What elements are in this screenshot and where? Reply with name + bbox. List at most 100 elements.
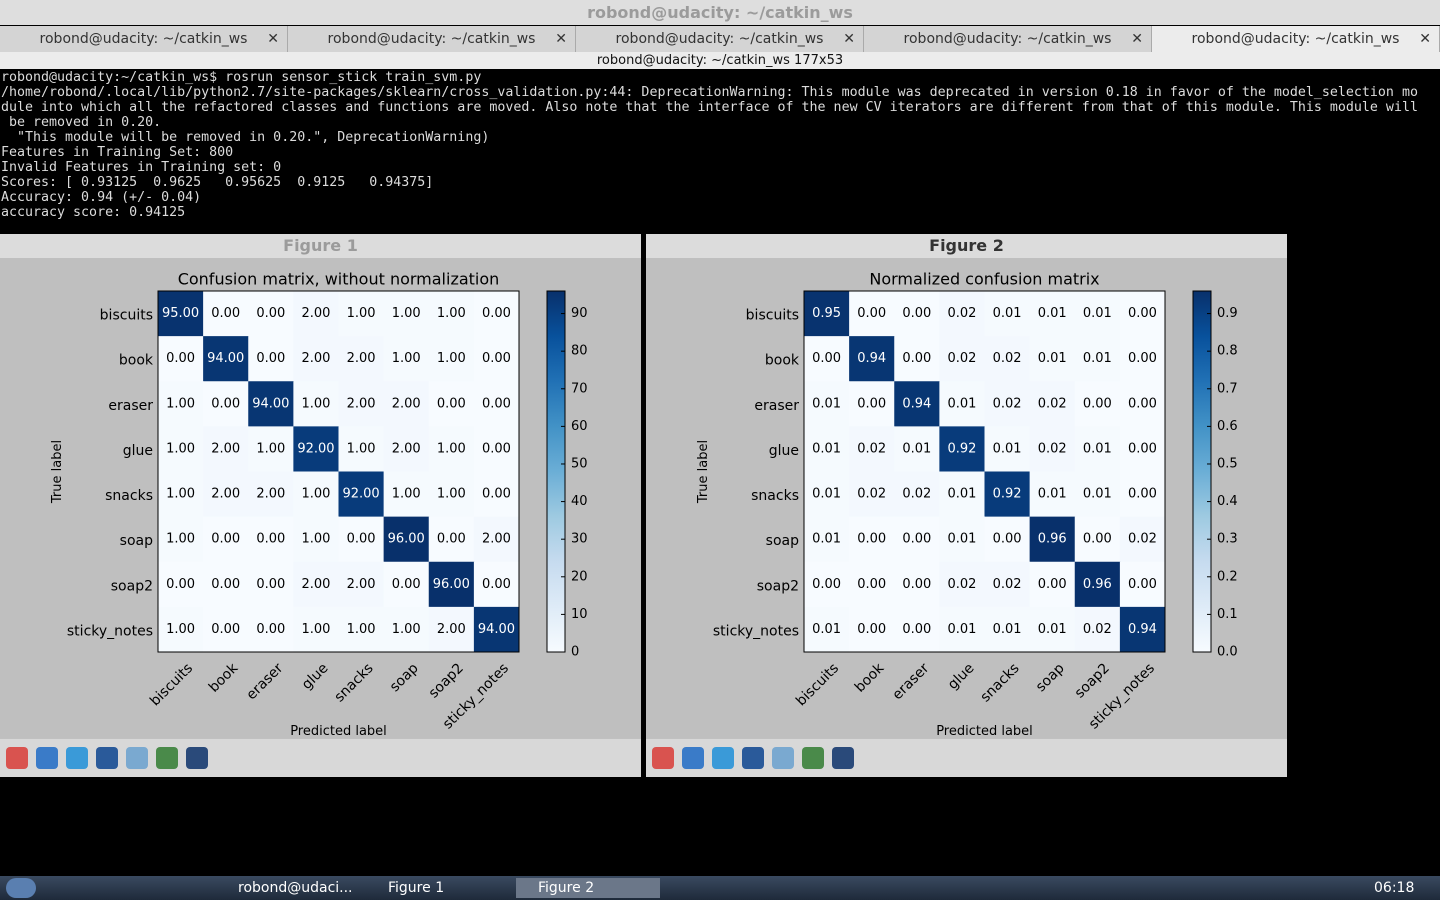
heatmap-cell bbox=[939, 291, 985, 337]
heatmap-cell bbox=[849, 606, 895, 653]
heatmap-cell bbox=[383, 471, 430, 518]
cell-label: 92.00 bbox=[342, 487, 379, 502]
heatmap-cell bbox=[383, 381, 430, 427]
toolbar-button[interactable] bbox=[652, 747, 674, 769]
x-tick-label: book bbox=[206, 660, 242, 696]
cell-label: 0.00 bbox=[166, 577, 195, 592]
cell-label: 0.00 bbox=[857, 306, 886, 321]
heatmap-cell bbox=[1029, 381, 1076, 427]
heatmap-cell bbox=[203, 291, 249, 337]
heatmap-cell bbox=[1074, 561, 1121, 608]
heatmap-cell bbox=[248, 381, 294, 427]
cell-label: 0.00 bbox=[256, 532, 285, 547]
terminal-line: accuracy score: 0.94125 bbox=[1, 205, 186, 220]
heatmap-cell bbox=[473, 336, 520, 382]
tab-close[interactable]: ✕ bbox=[555, 31, 567, 47]
heatmap-cell bbox=[1074, 606, 1121, 653]
plot-frame bbox=[803, 290, 1166, 653]
cell-label: 0.00 bbox=[482, 351, 511, 366]
cell-label: 0.94 bbox=[902, 396, 931, 411]
heatmap-cell bbox=[849, 426, 895, 472]
cell-label: 0.01 bbox=[1038, 351, 1067, 366]
colorbar bbox=[1192, 290, 1212, 653]
cell-label: 0.92 bbox=[993, 487, 1022, 502]
cell-label: 1.00 bbox=[392, 351, 421, 366]
tab-label: robond@udacity: ~/catkin_ws bbox=[903, 31, 1112, 47]
tab-close[interactable]: ✕ bbox=[843, 31, 855, 47]
terminal-line: be removed in 0.20. bbox=[1, 115, 162, 130]
tab-close[interactable]: ✕ bbox=[267, 31, 279, 47]
toolbar-button[interactable] bbox=[682, 747, 704, 769]
toolbar-button[interactable] bbox=[36, 747, 58, 769]
task-item[interactable]: Figure 2 bbox=[516, 878, 660, 898]
task-item[interactable]: Figure 1 bbox=[388, 880, 445, 896]
cell-label: 0.00 bbox=[902, 622, 931, 637]
cell-label: 1.00 bbox=[437, 306, 466, 321]
toolbar-button[interactable] bbox=[156, 747, 178, 769]
colorbar-tick-label: 0.2 bbox=[1217, 569, 1238, 584]
heatmap-cell bbox=[338, 561, 385, 608]
heatmap-cell bbox=[248, 516, 294, 563]
tab-label: robond@udacity: ~/catkin_ws bbox=[39, 31, 248, 47]
tab[interactable]: robond@udacity: ~/catkin_ws ✕ bbox=[0, 26, 288, 52]
colorbar-tick-label: 60 bbox=[571, 419, 588, 434]
cell-label: 2.00 bbox=[437, 622, 466, 637]
heatmap-cell bbox=[428, 426, 475, 472]
toolbar-button[interactable] bbox=[832, 747, 854, 769]
cell-label: 0.01 bbox=[993, 622, 1022, 637]
x-axis-label: Predicted label bbox=[290, 724, 387, 738]
heatmap-cell bbox=[849, 381, 895, 427]
start-button[interactable] bbox=[6, 878, 36, 898]
toolbar-button[interactable] bbox=[6, 747, 28, 769]
toolbar-button[interactable] bbox=[742, 747, 764, 769]
toolbar-button[interactable] bbox=[66, 747, 88, 769]
tab[interactable]: robond@udacity: ~/catkin_ws ✕ bbox=[1152, 26, 1440, 52]
cell-label: 1.00 bbox=[347, 306, 376, 321]
toolbar-button[interactable] bbox=[186, 747, 208, 769]
tab-label: robond@udacity: ~/catkin_ws bbox=[327, 31, 536, 47]
heatmap-cell bbox=[383, 606, 430, 653]
heatmap-cell bbox=[804, 516, 850, 563]
cell-label: 1.00 bbox=[437, 487, 466, 502]
cell-label: 0.00 bbox=[902, 351, 931, 366]
toolbar-button[interactable] bbox=[712, 747, 734, 769]
x-tick-label: book bbox=[852, 660, 888, 696]
plot-frame bbox=[157, 290, 520, 653]
tab[interactable]: robond@udacity: ~/catkin_ws ✕ bbox=[864, 26, 1152, 52]
cell-label: 0.00 bbox=[857, 396, 886, 411]
cell-label: 1.00 bbox=[347, 441, 376, 456]
y-tick-label: glue bbox=[769, 443, 799, 459]
heatmap-cell bbox=[203, 336, 249, 382]
cell-label: 0.01 bbox=[947, 487, 976, 502]
tab[interactable]: robond@udacity: ~/catkin_ws ✕ bbox=[576, 26, 864, 52]
cell-label: 0.00 bbox=[211, 306, 240, 321]
terminal-line: "This module will be removed in 0.20.", … bbox=[1, 130, 490, 145]
toolbar bbox=[646, 738, 1287, 777]
tab-close[interactable]: ✕ bbox=[1131, 31, 1143, 47]
heatmap-cell bbox=[473, 561, 520, 608]
y-tick-label: sticky_notes bbox=[713, 623, 799, 639]
terminal-line: Accuracy: 0.94 (+/- 0.04) bbox=[1, 190, 202, 205]
heatmap-cell bbox=[338, 381, 385, 427]
cell-label: 1.00 bbox=[166, 396, 195, 411]
cell-label: 96.00 bbox=[388, 532, 425, 547]
toolbar-button[interactable] bbox=[802, 747, 824, 769]
cell-label: 0.01 bbox=[1083, 306, 1112, 321]
heatmap-cell bbox=[894, 336, 940, 382]
tab[interactable]: robond@udacity: ~/catkin_ws ✕ bbox=[288, 26, 576, 52]
cell-label: 0.01 bbox=[1083, 441, 1112, 456]
task-item[interactable]: robond@udaci... bbox=[238, 880, 353, 896]
cell-label: 1.00 bbox=[166, 441, 195, 456]
toolbar-button[interactable] bbox=[772, 747, 794, 769]
toolbar-button[interactable] bbox=[96, 747, 118, 769]
cell-label: 1.00 bbox=[301, 396, 330, 411]
heatmap-cell bbox=[428, 381, 475, 427]
cell-label: 0.01 bbox=[1038, 487, 1067, 502]
heatmap-cell bbox=[1029, 426, 1076, 472]
x-tick-label: biscuits bbox=[147, 660, 196, 709]
tab-close[interactable]: ✕ bbox=[1419, 31, 1431, 47]
toolbar-button[interactable] bbox=[126, 747, 148, 769]
cell-label: 0.02 bbox=[1038, 396, 1067, 411]
heatmap-cell bbox=[1029, 471, 1076, 518]
